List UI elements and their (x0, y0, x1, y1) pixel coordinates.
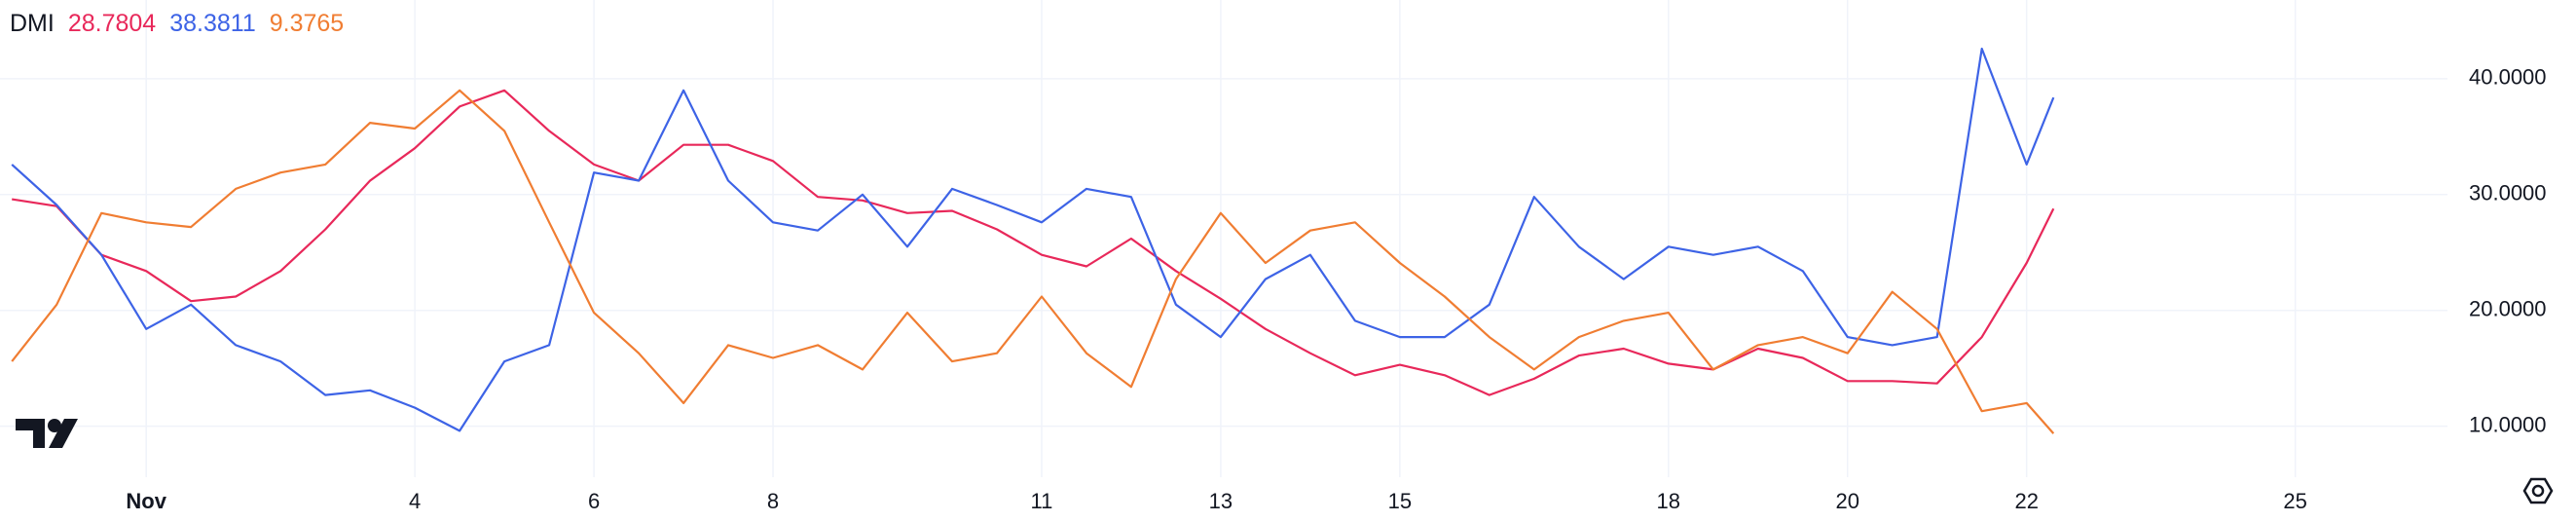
y-tick-label: 20.0000 (2469, 297, 2547, 321)
x-tick-label: Nov (126, 489, 166, 513)
legend-value: 28.7804 (67, 10, 157, 37)
x-tick-label: 11 (1031, 489, 1053, 513)
tradingview-logo (16, 419, 78, 448)
indicator-name: DMI (10, 10, 55, 37)
x-tick-label: 8 (767, 489, 779, 513)
x-tick-label: 15 (1388, 489, 1412, 513)
grid (0, 0, 2447, 477)
y-tick-label: 40.0000 (2469, 65, 2547, 90)
x-tick-label: 6 (588, 489, 600, 513)
series-line (12, 89, 2055, 396)
series-line (11, 89, 2055, 434)
x-tick-label: 4 (409, 489, 421, 513)
y-tick-label: 10.0000 (2469, 412, 2547, 436)
x-tick-label: 25 (2283, 489, 2306, 513)
x-tick-label: 20 (1836, 489, 1859, 513)
y-tick-label: 30.0000 (2469, 181, 2547, 205)
legend-value: 38.3811 (169, 10, 256, 37)
legend-value: 9.3765 (269, 10, 345, 37)
x-tick-label: 18 (1657, 489, 1680, 513)
x-tick-label: 13 (1209, 489, 1233, 513)
x-tick-label: 22 (2014, 489, 2038, 513)
series-line (11, 47, 2055, 432)
settings-icon[interactable] (2522, 477, 2554, 504)
legend: DMI 28.7804 38.3811 9.3765 (10, 10, 357, 38)
